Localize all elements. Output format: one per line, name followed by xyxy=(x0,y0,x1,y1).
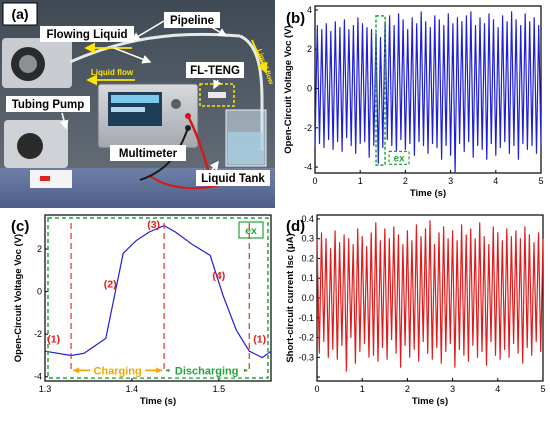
svg-text:FL-TENG: FL-TENG xyxy=(190,65,240,77)
label-pipeline: Pipeline xyxy=(164,12,220,28)
y-tick-label-b: -4 xyxy=(304,162,312,172)
phase-label-bg xyxy=(89,363,146,378)
chart-b-svg: -4 -2 0 2 4 0 1 2 3 4 5 Time (s) Open-Circuit Voltag… xyxy=(283,5,544,199)
y-tick-label-c: 2 xyxy=(37,244,42,254)
y-tick-label-b: 2 xyxy=(307,44,312,54)
pump-head-2-icon xyxy=(17,133,43,159)
ex-corner-label: ex xyxy=(245,225,257,237)
svg-text:Liquid Tank: Liquid Tank xyxy=(201,173,265,185)
x-tick-label-c: 1.5 xyxy=(213,384,226,394)
y-axis-label-c: Open-Circuit Voltage Voc (V) xyxy=(13,234,24,362)
x-tick-label-b: 0 xyxy=(312,176,317,186)
panel-letter-b: (b) xyxy=(286,10,305,27)
panel-a-svg: Pipeline Flowing Liquid Liquid flow Liqu… xyxy=(0,0,275,208)
chart-d-svg: -0.3 -0.2 -0.1 0.0 0.1 0.2 0.3 0.4 0 1 2 3 4 5 Time (s… xyxy=(285,214,546,407)
y-tick-label-d: 0.1 xyxy=(301,273,314,283)
phase-arrow-head-left xyxy=(73,367,80,374)
stage-label: (1) xyxy=(47,334,60,346)
panel-d: -0.3 -0.2 -0.1 0.0 0.1 0.2 0.3 0.4 0 1 2 3 4 5 Time (s… xyxy=(275,208,550,417)
stage-label: (1) xyxy=(253,334,266,346)
y-tick-label-b: 0 xyxy=(307,84,312,94)
flow-arrow-3 xyxy=(251,39,268,74)
y-tick-label-d: 0.2 xyxy=(301,253,314,263)
x-axis-label-d: Time (s) xyxy=(412,396,448,407)
y-tick-label-d: -0.1 xyxy=(298,313,314,323)
x-tick-label-d: 0 xyxy=(314,384,319,394)
panel-letter-c: (c) xyxy=(11,218,29,235)
series-line-b xyxy=(314,11,542,174)
label-tubing-pump: Tubing Pump xyxy=(6,96,90,112)
y-tick-label-d: 0.0 xyxy=(301,293,314,303)
y-tick-label-c: 0 xyxy=(37,287,42,297)
phase-label: Charging xyxy=(93,365,141,377)
ex-highlight-box xyxy=(375,15,386,166)
phase-label: Discharging xyxy=(175,365,239,377)
pipeline-pointer xyxy=(130,20,165,41)
ex-label-box xyxy=(388,150,410,165)
y-tick-label-b: 4 xyxy=(307,5,312,15)
stage-label: (3) xyxy=(147,219,160,231)
label-liquid-tank: Liquid Tank xyxy=(196,170,270,186)
y-tick-label-d: 0.3 xyxy=(301,234,314,244)
x-tick-label-b: 3 xyxy=(448,176,453,186)
x-tick-label-c: 1.4 xyxy=(126,384,139,394)
y-axis-label-d: Short-circuit current Isc (μA) xyxy=(285,233,296,362)
ex-corner-box xyxy=(238,221,264,239)
y-tick-label-d: 0.4 xyxy=(301,214,314,224)
panel-letter-d: (d) xyxy=(286,218,305,235)
panel-a-photo: Pipeline Flowing Liquid Liquid flow Liqu… xyxy=(0,0,275,208)
plot-frame-c xyxy=(44,214,272,382)
board xyxy=(30,170,72,188)
x-tick-label-b: 4 xyxy=(493,176,498,186)
label-multimeter: Multimeter xyxy=(110,145,186,161)
x-axis-label-c: Time (s) xyxy=(140,396,176,407)
svg-text:Tubing Pump: Tubing Pump xyxy=(12,99,85,111)
panel-b: -4 -2 0 2 4 0 1 2 3 4 5 Time (s) Open-Circuit Voltag… xyxy=(275,0,550,208)
y-tick-label-c: -2 xyxy=(34,329,42,339)
panel-c: -4 -2 0 2 1.3 1.4 1.5 Time (s) Open-Circuit Volt… xyxy=(0,208,275,417)
x-tick-label-b: 1 xyxy=(358,176,363,186)
panel-a-letter: (a) xyxy=(2,2,38,26)
svg-text:(a): (a) xyxy=(11,6,28,22)
multimeter-knob-icon xyxy=(171,99,181,109)
stage-label: (2) xyxy=(104,278,117,290)
pipe-tube xyxy=(69,32,241,64)
x-tick-label-d: 3 xyxy=(450,384,455,394)
chart-c-svg: -4 -2 0 2 1.3 1.4 1.5 Time (s) Open-Circuit Volt… xyxy=(11,214,272,407)
x-tick-label-c: 1.3 xyxy=(39,384,52,394)
ex-outer-box xyxy=(47,217,269,379)
svg-text:Flowing Liquid: Flowing Liquid xyxy=(46,29,127,41)
ex-label: ex xyxy=(393,153,405,164)
svg-text:Multimeter: Multimeter xyxy=(119,148,178,160)
label-liquid-flow-1: Liquid flow xyxy=(91,68,134,77)
x-tick-label-b: 5 xyxy=(538,176,543,186)
x-tick-label-d: 2 xyxy=(405,384,410,394)
y-tick-label-d: -0.3 xyxy=(298,352,314,362)
y-tick-label-b: -2 xyxy=(304,123,312,133)
label-flowing-liquid: Flowing Liquid xyxy=(40,26,134,42)
phase-arrow-head-right xyxy=(156,367,163,374)
y-tick-label-c: -4 xyxy=(34,372,42,382)
svg-text:Pipeline: Pipeline xyxy=(170,15,214,27)
x-tick-label-b: 2 xyxy=(403,176,408,186)
x-tick-label-d: 4 xyxy=(495,384,500,394)
series-line-d xyxy=(316,220,544,372)
y-axis-label-b: Open-Circuit Voltage Voc (V) xyxy=(283,25,294,153)
label-fl-teng: FL-TENG xyxy=(186,62,244,78)
x-axis-label-b: Time (s) xyxy=(410,188,446,199)
series-line-c xyxy=(44,225,272,359)
phase-label-bg xyxy=(169,363,244,378)
y-tick-label-d: -0.2 xyxy=(298,333,314,343)
x-tick-label-d: 5 xyxy=(540,384,545,394)
x-tick-label-d: 1 xyxy=(360,384,365,394)
stage-label: (4) xyxy=(212,270,225,282)
